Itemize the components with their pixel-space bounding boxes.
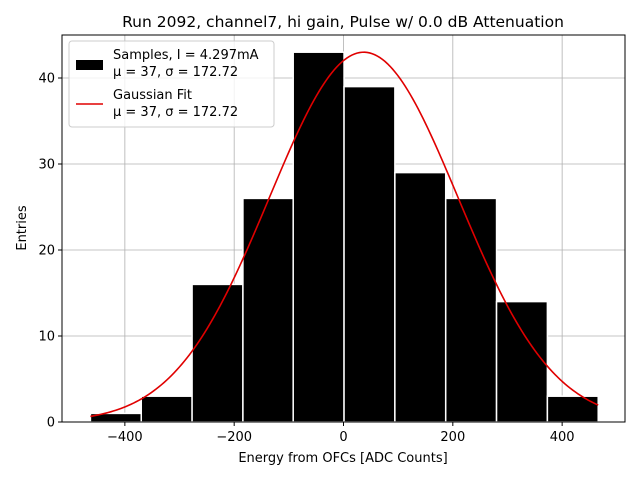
histogram-bar-10 [546, 395, 599, 423]
y-tick-label: 40 [38, 72, 55, 87]
x-axis-ticks: −400 −200 0 200 400 [107, 422, 575, 445]
legend-samples-label: Samples, I = 4.297mA [113, 48, 259, 63]
histogram-bar-8 [444, 197, 498, 423]
histogram-bar-7 [394, 171, 447, 423]
histogram-bar-9 [495, 300, 549, 423]
legend-box [68, 40, 275, 128]
x-tick-label: 200 [440, 430, 465, 445]
gaussian-fit-curve [90, 51, 599, 418]
histogram-bars [89, 51, 599, 423]
legend-samples-swatch [76, 60, 103, 70]
chart-title: Run 2092, channel7, hi gain, Pulse w/ 0.… [122, 13, 564, 31]
legend: Samples, I = 4.297mA μ = 37, σ = 172.72 … [68, 40, 275, 128]
x-axis-label: Energy from OFCs [ADC Counts] [238, 451, 447, 466]
x-tick-label: 400 [550, 430, 575, 445]
histogram-bar-6 [343, 85, 396, 423]
legend-fit-stats: μ = 37, σ = 172.72 [113, 105, 238, 120]
histogram-bar-3 [191, 283, 244, 423]
y-axis-label: Entries [15, 205, 30, 251]
histogram-bar-2 [140, 395, 193, 423]
legend-fit-label: Gaussian Fit [113, 88, 192, 103]
y-axis-ticks: 0 10 20 30 40 [38, 72, 62, 431]
x-tick-label: 0 [339, 430, 347, 445]
x-tick-label: −200 [216, 430, 252, 445]
legend-samples-stats: μ = 37, σ = 172.72 [113, 65, 238, 80]
y-tick-label: 30 [38, 158, 55, 173]
x-tick-label: −400 [107, 430, 143, 445]
histogram-bar-5 [292, 51, 345, 423]
gaussian-fit-layer [90, 51, 599, 418]
y-tick-label: 0 [47, 416, 55, 431]
y-tick-label: 20 [38, 244, 55, 259]
y-tick-label: 10 [38, 330, 55, 345]
histogram-bar-4 [242, 197, 294, 423]
